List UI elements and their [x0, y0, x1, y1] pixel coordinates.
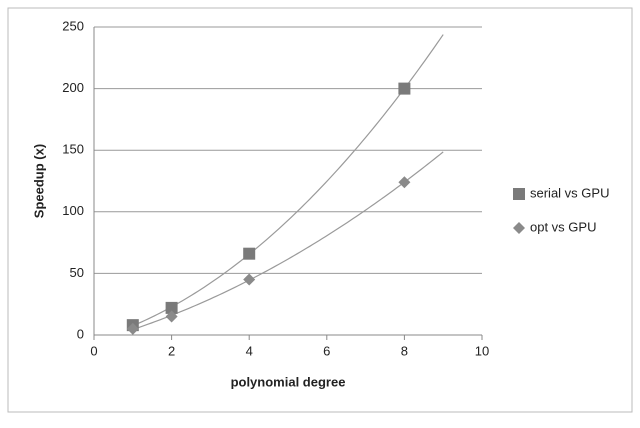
x-tick-label: 2 — [168, 343, 175, 358]
marker-diamond — [165, 310, 178, 323]
trendline — [132, 151, 444, 331]
x-tick-label: 0 — [90, 343, 97, 358]
x-tick-label: 10 — [475, 343, 489, 358]
y-tick-label: 150 — [62, 142, 84, 157]
y-tick-label: 0 — [77, 326, 84, 341]
x-tick-label: 4 — [246, 343, 253, 358]
plot-area — [132, 34, 444, 331]
y-axis-label: Speedup (x) — [31, 144, 46, 218]
marker-diamond — [126, 322, 139, 335]
marker-square — [165, 301, 178, 314]
marker-diamond — [243, 273, 256, 286]
marker-diamond — [398, 176, 411, 189]
trendline — [132, 34, 444, 327]
x-tick-label: 6 — [323, 343, 330, 358]
y-tick-label: 100 — [62, 203, 84, 218]
legend-marker — [513, 188, 525, 200]
chart-border — [7, 7, 633, 413]
legend-label: serial vs GPU — [530, 185, 609, 200]
marker-square — [243, 247, 256, 260]
y-tick-label: 200 — [62, 80, 84, 95]
legend-marker — [513, 222, 525, 234]
y-tick-label: 50 — [70, 265, 84, 280]
legend-label: opt vs GPU — [530, 219, 596, 234]
marker-square — [398, 82, 411, 95]
y-tick-label: 250 — [62, 18, 84, 33]
x-tick-label: 8 — [401, 343, 408, 358]
x-axis-label: polynomial degree — [231, 374, 346, 389]
